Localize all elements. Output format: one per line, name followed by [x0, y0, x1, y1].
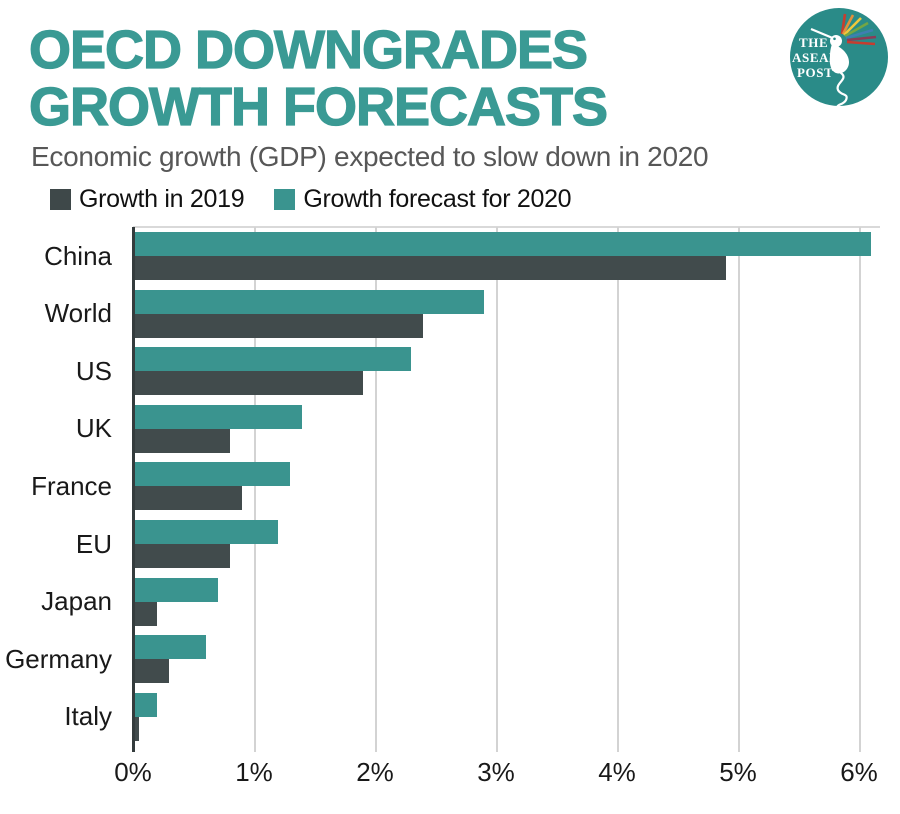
category-label-germany: Germany	[5, 643, 112, 674]
bar-chart-plot-area	[132, 226, 880, 752]
bar-us-forecast-2020	[135, 347, 412, 372]
bar-world-growth-2019	[135, 313, 424, 338]
x-tick-label-0%: 0%	[114, 757, 152, 787]
bar-china-growth-2019	[135, 256, 726, 280]
legend-item-forecast-2020: Growth forecast for 2020	[274, 185, 572, 214]
bar-italy-growth-2019	[135, 716, 140, 741]
bar-uk-growth-2019	[135, 428, 230, 453]
bar-eu-forecast-2020	[135, 520, 279, 544]
gridline-3%	[496, 227, 498, 752]
logo-wordmark: THE ASEAN POST	[792, 35, 843, 80]
x-tick-label-2%: 2%	[356, 757, 394, 787]
y-axis-line	[132, 227, 135, 752]
gridline-1%	[254, 227, 256, 752]
legend-item-growth-2019: Growth in 2019	[50, 185, 245, 214]
bar-us-growth-2019	[135, 371, 363, 396]
bar-uk-forecast-2020	[135, 404, 303, 429]
category-label-eu: EU	[75, 528, 112, 559]
chart-legend: Growth in 2019 Growth forecast for 2020	[50, 185, 572, 214]
plot-top-border	[133, 226, 880, 228]
category-label-world: World	[44, 298, 112, 329]
gridline-5%	[738, 227, 740, 752]
bar-france-growth-2019	[135, 486, 242, 511]
x-tick-label-6%: 6%	[840, 757, 878, 787]
bar-germany-growth-2019	[135, 659, 170, 684]
bar-japan-growth-2019	[135, 601, 158, 626]
bar-japan-forecast-2020	[135, 577, 218, 602]
category-label-france: France	[31, 470, 112, 501]
legend-label-growth-2019: Growth in 2019	[79, 185, 245, 213]
bar-world-forecast-2020	[135, 289, 484, 314]
bar-china-forecast-2020	[135, 232, 872, 256]
legend-swatch-forecast-2020	[274, 189, 296, 210]
page-title: OECD DOWNGRADES GROWTH FORECASTS	[28, 20, 608, 137]
legend-label-forecast-2020: Growth forecast for 2020	[303, 185, 572, 213]
category-label-japan: Japan	[41, 586, 112, 617]
category-label-us: US	[75, 355, 112, 386]
hummingbird-icon	[810, 13, 877, 115]
bar-eu-growth-2019	[135, 544, 230, 568]
x-tick-label-5%: 5%	[719, 757, 757, 787]
asean-post-logo: THE ASEAN POST	[790, 8, 888, 115]
x-tick-label-3%: 3%	[477, 757, 515, 787]
bar-france-forecast-2020	[135, 462, 291, 487]
bar-germany-forecast-2020	[135, 635, 206, 660]
x-tick-label-1%: 1%	[235, 757, 273, 787]
legend-swatch-growth-2019	[50, 189, 71, 210]
x-tick-label-4%: 4%	[598, 757, 636, 787]
category-label-china: China	[44, 240, 112, 271]
page-title-line-2: GROWTH FORECASTS	[28, 77, 608, 137]
chart-subtitle: Economic growth (GDP) expected to slow d…	[31, 141, 709, 172]
gridline-6%	[859, 227, 861, 752]
gridline-4%	[617, 227, 619, 752]
category-label-italy: Italy	[64, 701, 112, 732]
category-label-uk: UK	[75, 413, 112, 444]
page-title-line-1: OECD DOWNGRADES	[28, 20, 588, 80]
bar-italy-forecast-2020	[135, 692, 158, 717]
gridline-2%	[375, 227, 377, 752]
